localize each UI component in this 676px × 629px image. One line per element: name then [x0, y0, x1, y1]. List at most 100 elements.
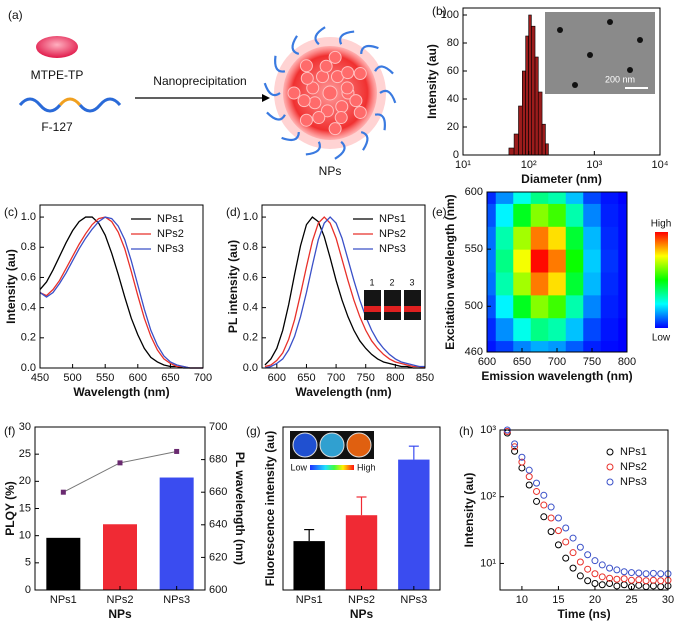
heat-cell [583, 192, 602, 204]
point [518, 464, 526, 472]
plot-frame [39, 204, 204, 369]
x-tick-label: 750 [357, 372, 375, 384]
y-tick-label: 460 [465, 346, 483, 358]
polymer-chain [360, 44, 379, 55]
process-label: Nanoprecipitation [153, 74, 246, 88]
heat-cell [565, 272, 584, 296]
panel-label: (e) [432, 205, 447, 219]
y-tick-label: 0.2 [243, 332, 258, 344]
y-tick-label: 0.0 [21, 362, 36, 374]
y-axis-label: Excitation wavelength (nm) [443, 194, 457, 349]
heat-cell [530, 294, 549, 319]
y-tick-label: 100 [441, 9, 459, 21]
y-axis-label: Intensity (au) [4, 249, 18, 324]
heat-cell [618, 249, 628, 273]
y2-tick-label: 640 [209, 519, 227, 531]
x-tick-label: 10 [516, 594, 528, 606]
point [584, 565, 592, 573]
heat-cell [565, 226, 584, 250]
heat-cell [530, 272, 549, 296]
y2-tick-label: 660 [209, 486, 227, 498]
point [591, 580, 599, 588]
polymer-chain [274, 55, 286, 73]
heat-cell [530, 249, 549, 273]
y2-tick-label: 680 [209, 454, 227, 466]
bar [46, 537, 81, 590]
heat-cell [513, 249, 532, 273]
vial [384, 290, 401, 320]
tem-particle [572, 82, 578, 88]
plot-frame [282, 426, 441, 591]
heat-cell [600, 340, 619, 353]
heat-cell [487, 249, 497, 273]
point [642, 583, 650, 591]
y-tick-label: 1.0 [21, 211, 36, 223]
heat-cell [600, 203, 619, 227]
heat-cell [583, 203, 602, 227]
x-axis-label: NPs [350, 607, 374, 621]
legend-label: NPs1 [379, 213, 406, 225]
y-tick-label: 60 [447, 65, 459, 77]
point [562, 554, 570, 562]
heat-cell [530, 203, 549, 227]
y2-tick-label: 620 [209, 551, 227, 563]
heat-cell [600, 272, 619, 296]
bead [349, 94, 363, 108]
inset-label: High [357, 462, 376, 472]
bead [319, 59, 333, 73]
point [569, 564, 577, 572]
heat-cell [548, 192, 567, 204]
legend-label: NPs1 [620, 446, 647, 458]
y-tick-label: 0.8 [21, 241, 36, 253]
polymer-chain [374, 113, 386, 131]
inset-label: 200 nm [605, 74, 635, 84]
bead [287, 86, 301, 100]
molecule-icon [36, 36, 78, 58]
x-tick-label: 750 [583, 356, 601, 368]
tem-particle [627, 67, 633, 73]
point [518, 453, 526, 461]
plot-frame [462, 7, 661, 156]
point [649, 576, 657, 584]
point [562, 524, 570, 532]
y-axis-label: PLQY (%) [3, 481, 17, 535]
y-tick-label: 25 [19, 448, 31, 460]
y-tick-label: 20 [447, 121, 459, 133]
x-tick-label: 450 [31, 372, 49, 384]
heat-cell [495, 249, 514, 273]
polymer-chain [263, 82, 281, 97]
y-tick-label: 0.2 [21, 332, 36, 344]
point [606, 580, 614, 588]
point [60, 489, 66, 495]
point [606, 574, 614, 582]
vial [364, 290, 381, 320]
point [525, 473, 533, 481]
heat-cell [618, 340, 628, 353]
inset-label: 1 [369, 277, 374, 287]
point [627, 569, 635, 577]
plot-frame [261, 204, 426, 369]
x-tick-label: 650 [513, 356, 531, 368]
point [533, 487, 541, 495]
polymer-block [78, 97, 122, 113]
point [598, 573, 606, 581]
y-tick-label: 0.8 [243, 241, 258, 253]
heat-cell [583, 294, 602, 319]
x-tick-label: 600 [478, 356, 496, 368]
chart-panel: (h) NPs1 NPs2 NPs3 10 15 20 25 30 10¹ 10² 10³ Time (… [459, 424, 674, 621]
heat-cell [487, 226, 497, 250]
y-tick-label: 0.0 [243, 362, 258, 374]
x-tick-label: NPs3 [400, 594, 427, 606]
point [540, 501, 548, 509]
y-tick-label: 0 [25, 584, 31, 596]
heat-cell [565, 294, 584, 319]
colorbar [655, 232, 668, 328]
vial-glow [364, 306, 381, 312]
bar [534, 56, 539, 156]
heat-cell [618, 192, 628, 204]
bar [537, 91, 543, 156]
heat-cell [583, 317, 602, 342]
diagram: (a) MTPE-TP F-127 Nanoprecipitation NPs [8, 8, 397, 178]
panel-label: (c) [4, 205, 18, 219]
